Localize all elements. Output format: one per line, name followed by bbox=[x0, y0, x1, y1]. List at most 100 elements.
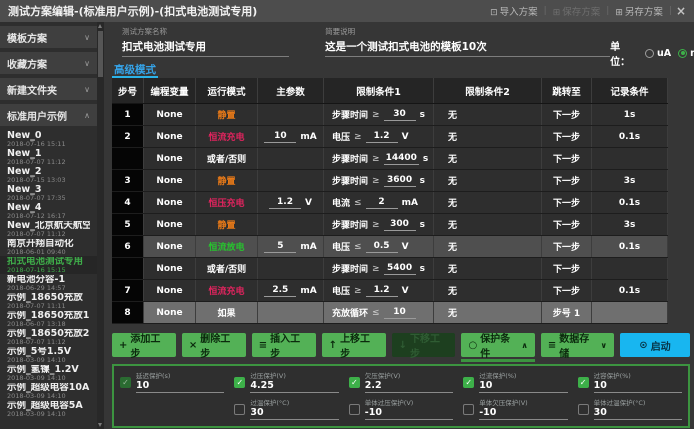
jump-to-cell[interactable]: 下一步 bbox=[542, 170, 592, 191]
table-row[interactable]: 1 None 静置 步骤时间 ≥30 s 无下一步 1s bbox=[112, 104, 668, 126]
list-item[interactable]: New_2 2018-07-15 13:03 bbox=[0, 166, 97, 184]
table-row[interactable]: 6 None 恒流放电 5 mA 电压 ≤0.5 V 无下一步 0.1s bbox=[112, 236, 668, 258]
list-item[interactable]: 示例_超级电容5A 2018-03-09 14:10 bbox=[0, 400, 97, 418]
button-数据存储[interactable]: ≡ 数据存储 ∨ bbox=[540, 333, 614, 360]
checkbox-单体欠压保护(V)[interactable] bbox=[463, 404, 475, 415]
titlebar-action-导入方案[interactable]: ⊡ 导入方案 bbox=[490, 4, 538, 18]
list-item[interactable]: 示例_18650充放1 2018-06-07 13:18 bbox=[0, 310, 97, 328]
limit-condition-1-cell[interactable]: 充放循环 ≤10 bbox=[324, 302, 434, 323]
protection-value-input[interactable]: 30 bbox=[593, 407, 682, 420]
run-mode-cell[interactable]: 静置 bbox=[196, 214, 258, 235]
list-item[interactable]: 示例_氢镍_1.2V 2018-03-09 14:10 bbox=[0, 364, 97, 382]
checkbox-过压保护(V)[interactable]: ✓ bbox=[234, 377, 246, 388]
close-icon[interactable]: × bbox=[675, 4, 686, 18]
checkbox-单体过压保护(V)[interactable] bbox=[348, 404, 360, 415]
condition-value[interactable]: 0.5 bbox=[365, 241, 398, 253]
variable-cell[interactable]: None bbox=[144, 258, 196, 279]
unit-radio-uA[interactable]: uA bbox=[645, 48, 671, 59]
limit-condition-1-cell[interactable]: 步骤时间 ≥3600 s bbox=[324, 170, 434, 191]
condition-value[interactable]: 14400 bbox=[383, 152, 419, 165]
variable-cell[interactable]: None bbox=[144, 214, 196, 235]
list-item[interactable]: 示例_超级电容10A 2018-03-09 14:10 bbox=[0, 382, 97, 400]
scroll-up-icon[interactable] bbox=[98, 24, 102, 28]
run-mode-cell[interactable]: 或者/否则 bbox=[196, 148, 258, 169]
record-condition-cell[interactable]: 0.1s bbox=[592, 192, 668, 213]
checkbox-单体过温保护(°C)[interactable] bbox=[577, 404, 589, 415]
limit-condition-2-cell[interactable]: 无 bbox=[434, 280, 542, 301]
table-row[interactable]: 4 None 恒压充电 1.2 V 电流 ≤2 mA 无下一步 0.1s bbox=[112, 192, 668, 214]
limit-condition-2-cell[interactable]: 无 bbox=[434, 126, 542, 147]
limit-condition-2-cell[interactable]: 无 bbox=[434, 258, 542, 279]
limit-condition-1-cell[interactable]: 步骤时间 ≥30 s bbox=[324, 104, 434, 125]
run-mode-cell[interactable]: 恒压充电 bbox=[196, 192, 258, 213]
tab-advanced-mode[interactable]: 高级模式 bbox=[112, 64, 158, 78]
record-condition-cell[interactable] bbox=[592, 258, 668, 279]
limit-condition-2-cell[interactable]: 无 bbox=[434, 192, 542, 213]
variable-cell[interactable]: None bbox=[144, 170, 196, 191]
checkbox-欠压保护(V)[interactable]: ✓ bbox=[348, 377, 360, 388]
list-item[interactable]: New_1 2018-07-07 11:12 bbox=[0, 148, 97, 166]
limit-condition-2-cell[interactable]: 无 bbox=[434, 214, 542, 235]
limit-condition-1-cell[interactable]: 步骤时间 ≥300 s bbox=[324, 214, 434, 235]
record-condition-cell[interactable]: 0.1s bbox=[592, 126, 668, 147]
limit-condition-2-cell[interactable]: 无 bbox=[434, 148, 542, 169]
condition-value[interactable]: 30 bbox=[383, 109, 416, 121]
jump-to-cell[interactable]: 下一步 bbox=[542, 236, 592, 257]
condition-value[interactable]: 300 bbox=[383, 219, 416, 231]
limit-condition-1-cell[interactable]: 步骤时间 ≥5400 s bbox=[324, 258, 434, 279]
button-插入工步[interactable]: ≡ 插入工步 bbox=[251, 333, 316, 360]
jump-to-cell[interactable]: 下一步 bbox=[542, 258, 592, 279]
button-添加工步[interactable]: + 添加工步 bbox=[112, 333, 176, 360]
sidebar-section-标准用户示例[interactable]: 标准用户示例 ∧ bbox=[0, 104, 97, 126]
plan-name-input[interactable]: 扣式电池测试专用 bbox=[122, 39, 290, 57]
main-param-cell[interactable]: 2.5 mA bbox=[258, 280, 324, 301]
table-row[interactable]: None 或者/否则 步骤时间 ≥14400 s 无下一步 bbox=[112, 148, 668, 170]
list-item[interactable]: 示例_18650充放2 2018-07-07 11:12 bbox=[0, 328, 97, 346]
record-condition-cell[interactable]: 0.1s bbox=[592, 280, 668, 301]
scroll-down-icon[interactable] bbox=[98, 423, 102, 427]
button-启动[interactable]: ⊙ 启动 bbox=[620, 333, 690, 357]
variable-cell[interactable]: None bbox=[144, 280, 196, 301]
run-mode-cell[interactable]: 静置 bbox=[196, 170, 258, 191]
protection-value-input[interactable]: 30 bbox=[250, 407, 339, 420]
variable-cell[interactable]: None bbox=[144, 148, 196, 169]
variable-cell[interactable]: None bbox=[144, 302, 196, 323]
run-mode-cell[interactable]: 如果 bbox=[196, 302, 258, 323]
limit-condition-2-cell[interactable]: 无 bbox=[434, 302, 542, 323]
table-row[interactable]: 7 None 恒流充电 2.5 mA 电压 ≥1.2 V 无下一步 0.1s bbox=[112, 280, 668, 302]
plan-desc-input[interactable]: 这是一个测试扣式电池的模板10次 bbox=[325, 39, 611, 57]
limit-condition-2-cell[interactable]: 无 bbox=[434, 236, 542, 257]
limit-condition-1-cell[interactable]: 电压 ≥1.2 V bbox=[324, 280, 434, 301]
table-row[interactable]: 5 None 静置 步骤时间 ≥300 s 无下一步 3s bbox=[112, 214, 668, 236]
main-param-cell[interactable]: 1.2 V bbox=[258, 192, 324, 213]
protection-value-input[interactable]: -10 bbox=[364, 407, 454, 420]
titlebar-action-另存方案[interactable]: ⊞ 另存方案 bbox=[615, 4, 663, 18]
list-item[interactable]: 扣式电池测试专用 2018-07-16 15:15 bbox=[0, 256, 97, 274]
list-item[interactable]: 示例_5号1.5V 2018-03-09 14:10 bbox=[0, 346, 97, 364]
variable-cell[interactable]: None bbox=[144, 126, 196, 147]
run-mode-cell[interactable]: 恒流充电 bbox=[196, 126, 258, 147]
limit-condition-2-cell[interactable]: 无 bbox=[434, 104, 542, 125]
list-item[interactable]: 南京开翔自动化 2018-06-01 09:40 bbox=[0, 238, 97, 256]
checkbox-过流保护(%)[interactable]: ✓ bbox=[463, 377, 475, 388]
main-param-value[interactable]: 10 bbox=[264, 131, 297, 143]
table-row[interactable]: 3 None 静置 步骤时间 ≥3600 s 无下一步 3s bbox=[112, 170, 668, 192]
button-上移工步[interactable]: ↑ 上移工步 bbox=[321, 333, 386, 360]
list-item[interactable]: New_4 2018-07-12 16:17 bbox=[0, 202, 97, 220]
jump-to-cell[interactable]: 步号 1 bbox=[542, 302, 592, 323]
sidebar-scroll-thumb[interactable] bbox=[98, 31, 103, 77]
protection-value-input[interactable]: 4.25 bbox=[250, 380, 339, 393]
table-row[interactable]: 8 None 如果 充放循环 ≤10 无步号 1 bbox=[112, 302, 668, 324]
sidebar-section-模板方案[interactable]: 模板方案 ∨ bbox=[0, 26, 97, 48]
list-item[interactable]: New_3 2018-07-07 17:35 bbox=[0, 184, 97, 202]
main-param-value[interactable]: 1.2 bbox=[269, 197, 302, 209]
variable-cell[interactable]: None bbox=[144, 192, 196, 213]
table-row[interactable]: 2 None 恒流充电 10 mA 电压 ≥1.2 V 无下一步 0.1s bbox=[112, 126, 668, 148]
main-param-cell[interactable] bbox=[258, 148, 324, 169]
button-删除工步[interactable]: × 删除工步 bbox=[181, 333, 246, 360]
checkbox-过容保护(%)[interactable]: ✓ bbox=[577, 377, 589, 388]
jump-to-cell[interactable]: 下一步 bbox=[542, 104, 592, 125]
limit-condition-2-cell[interactable]: 无 bbox=[434, 170, 542, 191]
protection-value-input[interactable]: 10 bbox=[593, 380, 682, 393]
sidebar-section-收藏方案[interactable]: 收藏方案 ∨ bbox=[0, 52, 97, 74]
